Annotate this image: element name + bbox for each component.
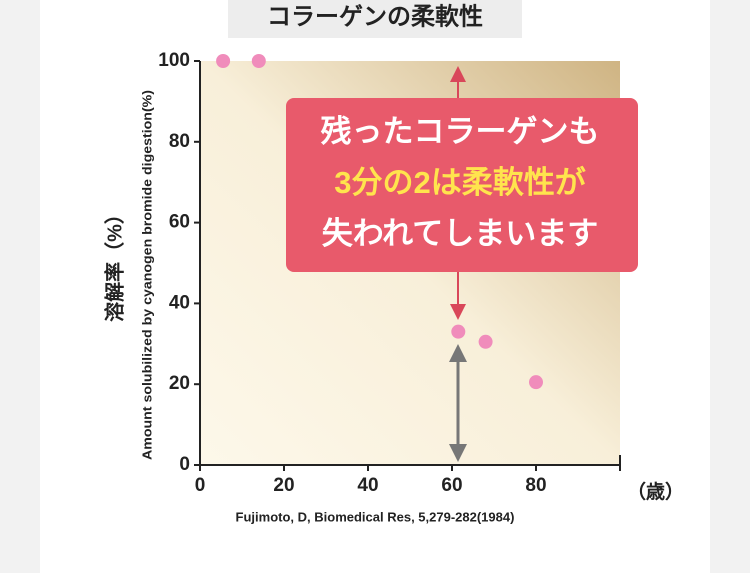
callout-text: 3分の2は柔軟性が <box>334 165 585 200</box>
x-tick-label: 40 <box>357 475 378 496</box>
point <box>478 334 493 349</box>
x-tick-label: 60 <box>441 475 462 496</box>
point <box>529 375 543 390</box>
side-margin <box>0 0 40 573</box>
point <box>451 324 466 339</box>
y-tick-label: 40 <box>169 292 190 313</box>
y-tick-label: 20 <box>169 373 190 394</box>
callout-text: 失われてしまいます <box>322 216 599 251</box>
y-axis-label-en: Amount solubilized by cyanogen bromide d… <box>140 90 154 460</box>
point <box>216 54 231 68</box>
arrow-head <box>450 66 466 82</box>
arrow-head <box>449 344 467 362</box>
callout-text: 残ったコラーゲンも <box>321 114 600 149</box>
y-tick-label: 0 <box>179 454 190 475</box>
callout-box <box>286 98 638 272</box>
x-tick-label: 80 <box>525 475 546 496</box>
x-tick-label: 0 <box>195 475 206 496</box>
y-tick-label: 100 <box>158 50 190 71</box>
arrow-head <box>449 444 467 462</box>
y-tick-label: 60 <box>169 212 190 233</box>
point <box>251 54 266 68</box>
side-margin <box>710 0 750 573</box>
y-axis-label: 溶解率（%） <box>102 204 126 322</box>
y-tick-label: 80 <box>169 131 190 152</box>
x-tick-label: 20 <box>273 475 294 496</box>
title-box <box>228 0 522 38</box>
arrow-head <box>450 304 466 320</box>
source: Fujimoto, D, Biomedical Res, 5,279-282(1… <box>236 509 515 524</box>
x-axis-label: （歳） <box>627 480 684 503</box>
chart-title: コラーゲンの柔軟性 <box>267 3 483 30</box>
